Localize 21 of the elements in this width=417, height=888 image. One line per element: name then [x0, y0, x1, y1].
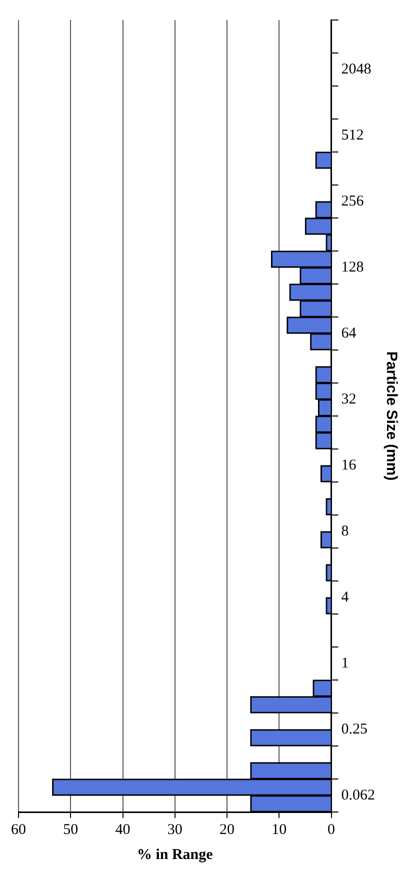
- x-tick-label: 30: [167, 822, 182, 838]
- y-tick-label: 1: [341, 655, 349, 672]
- y-tick-label: 16: [341, 457, 357, 474]
- y-tick-label: 128: [341, 259, 364, 276]
- y-tick-label: 0.062: [341, 787, 375, 804]
- y-tick-label: 8: [341, 523, 349, 540]
- x-tick-label: 0: [328, 822, 335, 838]
- x-tick-label: 20: [220, 822, 234, 838]
- x-tick-label: 60: [11, 822, 26, 838]
- y-axis-title: Particle Size (mm): [382, 351, 400, 481]
- x-tick-label: 40: [115, 822, 130, 838]
- x-tick-label: 50: [63, 822, 78, 838]
- y-tick-label: 256: [341, 193, 364, 210]
- y-tick-label: 4: [341, 589, 350, 606]
- y-tick-label: 512: [341, 127, 364, 144]
- x-tick-label: 10: [272, 822, 287, 838]
- y-tick-label: 2048: [341, 61, 372, 78]
- y-tick-label: 32: [341, 391, 356, 408]
- x-axis-title: % in Range: [136, 846, 214, 863]
- y-tick-label: 64: [341, 325, 357, 342]
- y-tick-label: 0.25: [341, 721, 368, 738]
